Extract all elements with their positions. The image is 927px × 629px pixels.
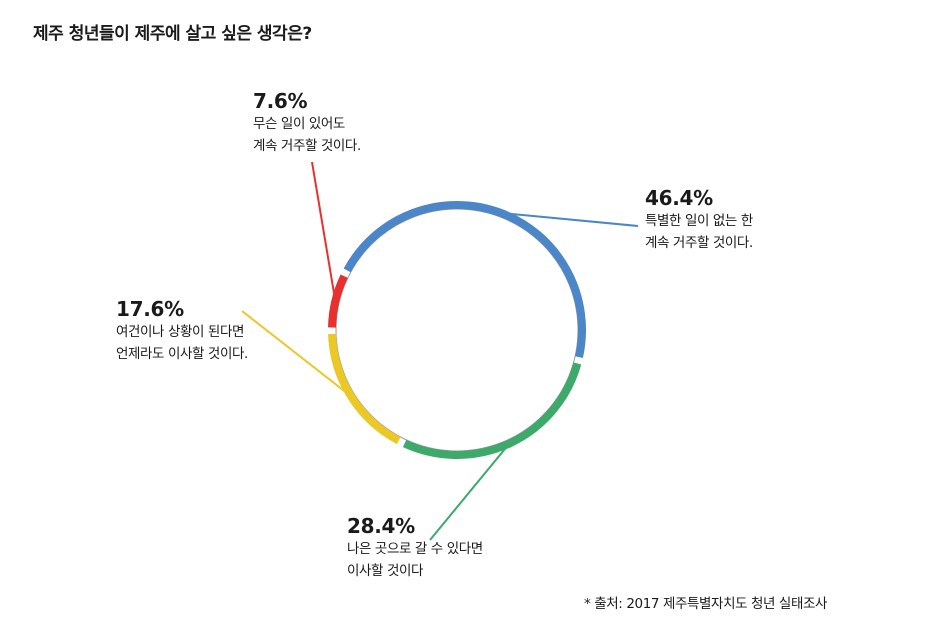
slice-percent: 17.6%	[116, 297, 184, 321]
slice-percent: 28.4%	[347, 514, 415, 538]
chart-title: 제주 청년들이 제주에 살고 싶은 생각은?	[33, 24, 312, 44]
source-note: * 출처: 2017 제주특별자치도 청년 실태조사	[584, 596, 828, 612]
slice-label-28: 28.4% 나은 곳으로 갈 수 있다면 이사할 것이다	[347, 514, 483, 582]
leader-line	[500, 211, 639, 227]
slice-percent: 7.6%	[253, 89, 308, 113]
slice-text-line: 무슨 일이 있어도	[253, 116, 345, 132]
ring-arc-slice	[402, 362, 582, 459]
ring-arc-slice	[343, 201, 586, 359]
slice-label-46: 46.4% 특별한 일이 없는 한 계속 거주할 것이다.	[645, 186, 753, 254]
slice-label-7: 7.6% 무슨 일이 있어도 계속 거주할 것이다.	[253, 89, 361, 157]
ring-arc-slice	[328, 333, 401, 445]
leader-line	[311, 161, 337, 302]
slice-text-line: 계속 거주할 것이다.	[645, 235, 753, 251]
slice-percent: 46.4%	[645, 186, 713, 210]
slice-text-line: 이사할 것이다	[347, 563, 424, 579]
slice-text-line: 나은 곳으로 갈 수 있다면	[347, 541, 483, 557]
leader-line	[429, 442, 511, 541]
ring-guide-circle	[335, 208, 579, 452]
slice-label-17: 17.6% 여건이나 상황이 된다면 언제라도 이사할 것이다.	[116, 297, 248, 365]
slice-text-line: 여건이나 상황이 된다면	[116, 324, 244, 340]
slice-text-line: 계속 거주할 것이다.	[253, 138, 361, 154]
leader-line	[241, 310, 352, 398]
slice-text-line: 특별한 일이 없는 한	[645, 213, 753, 229]
ring-arc-slice	[328, 274, 348, 328]
slice-text-line: 언제라도 이사할 것이다.	[116, 346, 248, 362]
